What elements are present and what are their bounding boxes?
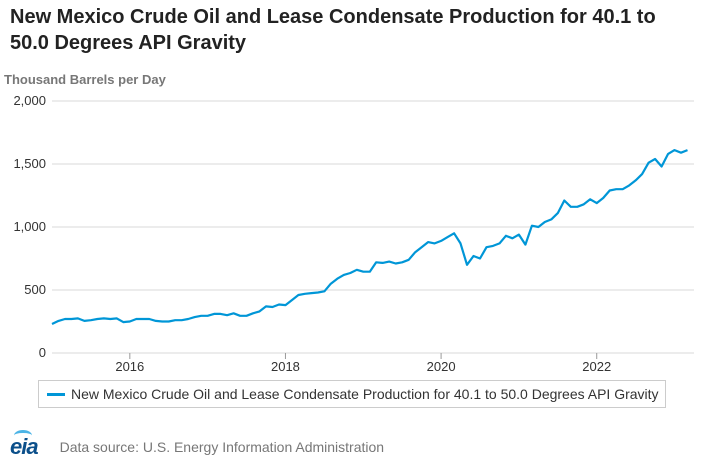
line-chart: 0 500 1,000 1,500 2,000 2016 2018 2020 2022: [13, 93, 694, 374]
y-tick-label: 2,000: [13, 93, 46, 108]
chart-legend[interactable]: New Mexico Crude Oil and Lease Condensat…: [38, 380, 666, 408]
series-line[interactable]: [51, 149, 688, 325]
x-tick-label: 2020: [427, 359, 456, 374]
x-tick-label: 2016: [115, 359, 144, 374]
data-source-note: Data source: U.S. Energy Information Adm…: [59, 439, 385, 455]
legend-swatch: [47, 392, 65, 396]
chart-title: New Mexico Crude Oil and Lease Condensat…: [10, 6, 656, 54]
y-tick-label: 0: [39, 345, 46, 360]
y-tick-label: 1,500: [13, 156, 46, 171]
eia-logo[interactable]: eia: [10, 430, 39, 459]
x-tick-label: 2018: [271, 359, 300, 374]
legend-label: New Mexico Crude Oil and Lease Condensat…: [71, 386, 659, 402]
y-axis-units-label: Thousand Barrels per Day: [4, 72, 166, 87]
y-tick-label: 500: [24, 282, 46, 297]
footer: eia Data source: U.S. Energy Information…: [10, 430, 385, 462]
x-tick-label: 2022: [582, 359, 611, 374]
y-tick-label: 1,000: [13, 219, 46, 234]
